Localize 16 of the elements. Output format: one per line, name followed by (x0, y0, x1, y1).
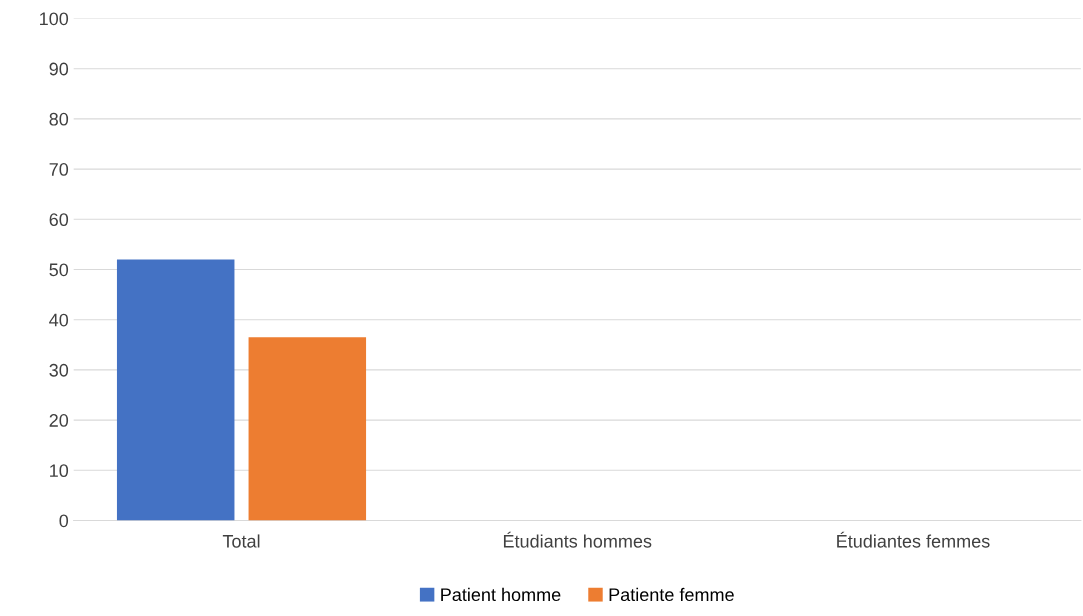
y-tick-label: 90 (49, 62, 69, 76)
y-tick-label: 60 (49, 213, 69, 227)
y-tick-label: 100 (40, 12, 69, 26)
legend-label: Patient homme (441, 587, 561, 602)
y-tick-label: 10 (50, 464, 69, 478)
x-tick-label: Étudiants hommes (503, 531, 652, 548)
y-tick-label: 80 (49, 112, 69, 126)
x-tick-label: Étudiantes femmes (837, 531, 990, 548)
x-tick-label: Total (222, 534, 260, 548)
y-tick-label: 70 (49, 163, 69, 176)
legend-label: Patiente femme (609, 587, 734, 602)
y-tick-label: 0 (59, 514, 69, 528)
y-tick-label: 50 (49, 263, 69, 277)
y-tick-label: 20 (49, 414, 69, 427)
y-tick-label: 30 (49, 363, 69, 377)
y-tick-label: 40 (49, 313, 69, 327)
